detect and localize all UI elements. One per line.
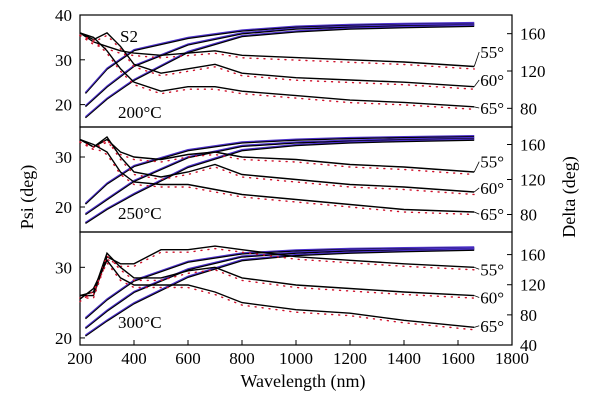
delta-tick-label: 40 [520,336,537,355]
x-tick-label: 1600 [441,349,475,368]
x-axis-label: Wavelength (nm) [240,371,365,392]
psi-tick-label: 30 [55,258,72,277]
delta-tick-label: 160 [520,246,546,265]
angle-leader [473,51,480,67]
sample-label: S2 [120,27,138,46]
panel-temp-label: 250°C [118,204,162,223]
x-tick-label: 1800 [495,349,529,368]
delta-tick-label: 160 [520,25,546,44]
psi-tick-label: 30 [55,51,72,70]
angle-leader [473,187,480,193]
delta-model-line-60 [85,136,475,214]
angle-label-55: 55° [480,153,504,172]
angle-label-55: 55° [480,43,504,62]
x-tick-label: 1000 [279,349,313,368]
panel-frame [79,231,513,346]
psi-measured-line-60 [79,32,475,88]
x-tick-label: 800 [229,349,255,368]
angle-leader [473,161,480,173]
psi-measured-line-55 [79,138,475,173]
delta-model-line-60 [85,247,475,328]
angle-label-55: 55° [480,260,504,279]
delta-tick-label: 80 [520,99,537,118]
data-layer [79,21,475,337]
angle-leader [474,325,480,328]
panel-temp-label: 300°C [118,313,162,332]
psi-model-dots-55 [79,34,475,70]
angle-label-65: 65° [480,317,504,336]
delta-measured-line-60 [84,24,475,108]
delta-model-line-60 [85,23,475,106]
delta-measured-line-55 [84,135,475,205]
psi-measured-line-65 [79,32,475,108]
delta-measured-line-65 [84,139,475,224]
psi-tick-label: 20 [55,198,72,217]
delta-tick-label: 80 [520,206,537,225]
delta-tick-label: 120 [520,276,546,295]
delta-tick-label: 120 [520,171,546,190]
plot-frame [79,14,513,346]
angle-label-60: 60° [480,71,504,90]
psi-measured-line-65 [79,138,475,213]
right-y-axis-label: Delta (deg) [559,156,580,237]
panel-temp-label: 200°C [118,103,162,122]
x-tick-label: 200 [67,349,93,368]
psi-measured-line-60 [79,251,475,297]
angle-label-65: 65° [480,205,504,224]
delta-tick-label: 120 [520,62,546,81]
delta-measured-line-60 [84,248,475,330]
psi-model-dots-60 [79,34,475,90]
angle-label-65: 65° [480,99,504,118]
delta-model-line-55 [85,135,475,204]
psi-model-dots-65 [79,261,475,331]
delta-measured-line-65 [84,249,475,337]
psi-tick-label: 40 [55,6,72,25]
delta-model-line-65 [85,138,475,223]
psi-model-dots-60 [79,254,475,299]
delta-model-line-55 [85,246,475,319]
delta-tick-label: 160 [520,136,546,155]
angle-leader [474,106,480,109]
psi-model-dots-65 [79,34,475,110]
angle-leader [474,211,480,215]
x-tick-label: 1200 [333,349,367,368]
delta-model-line-65 [85,24,475,118]
delta-tick-label: 80 [520,306,537,325]
delta-model-line-65 [85,248,475,336]
psi-model-dots-65 [79,141,475,216]
text-layer: Wavelength (nm) Psi (deg) Delta (deg) 20… [17,6,580,392]
delta-measured-line-60 [84,137,475,216]
angle-leader [473,79,480,87]
angle-leader [474,266,480,270]
angle-leader [474,295,480,298]
psi-model-dots-55 [79,247,475,299]
x-tick-label: 600 [175,349,201,368]
psi-measured-line-55 [79,32,475,68]
x-tick-label: 1400 [387,349,421,368]
psi-tick-label: 30 [55,148,72,167]
psi-measured-line-55 [80,245,475,297]
psi-measured-line-60 [79,136,475,193]
psi-model-dots-55 [79,141,475,176]
left-y-axis-label: Psi (deg) [17,165,38,230]
angle-label-60: 60° [480,179,504,198]
angle-label-60: 60° [480,289,504,308]
psi-measured-line-65 [79,258,475,328]
psi-tick-label: 20 [55,96,72,115]
x-tick-label: 400 [121,349,147,368]
delta-measured-line-65 [84,25,475,119]
psi-tick-label: 20 [55,329,72,348]
